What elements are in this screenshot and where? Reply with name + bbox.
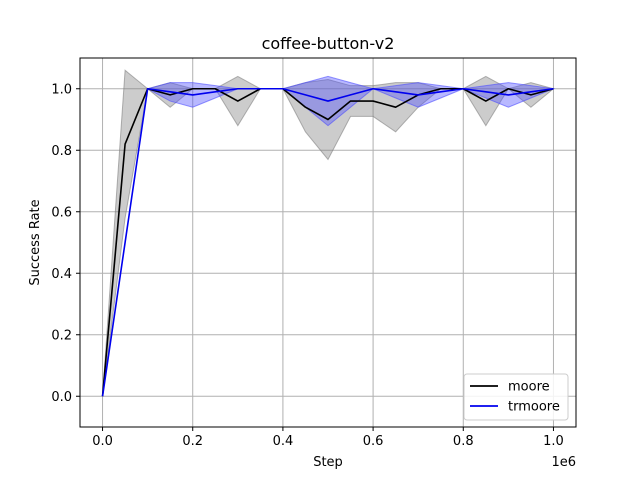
x-axis-title: Step (313, 455, 343, 470)
y-tick-label: 0.8 (51, 144, 72, 159)
x-tick-label: 1.0 (543, 434, 564, 449)
y-tick-label: 0.4 (51, 267, 72, 282)
legend-label-moore: moore (508, 380, 550, 395)
y-axis-title: Success Rate (28, 199, 43, 285)
tick-layer: 0.0 0.2 0.4 0.6 0.8 1.0 0.0 0.2 0.4 0.6 0.8 1.0 (51, 82, 563, 449)
legend-label-trmoore: trmoore (508, 400, 560, 415)
x-tick-label: 0.4 (273, 434, 294, 449)
y-tick-label: 1.0 (51, 82, 72, 97)
y-tick-label: 0.2 (51, 328, 72, 343)
line-layer (101, 87, 554, 397)
y-tick-label: 0.0 (51, 390, 72, 405)
x-tick-label: 0.2 (182, 434, 203, 449)
plot-frame (79, 57, 577, 428)
y-tick-label: 0.6 (51, 205, 72, 220)
grid-layer (80, 58, 576, 427)
x-axis-offset-label: 1e6 (551, 455, 576, 470)
legend: moore trmoore (463, 373, 569, 421)
x-tick-label: 0.6 (363, 434, 384, 449)
x-tick-label: 0.0 (92, 434, 113, 449)
chart-title: coffee-button-v2 (262, 34, 395, 53)
line-trmoore (101, 87, 554, 397)
x-tick-label: 0.8 (453, 434, 474, 449)
